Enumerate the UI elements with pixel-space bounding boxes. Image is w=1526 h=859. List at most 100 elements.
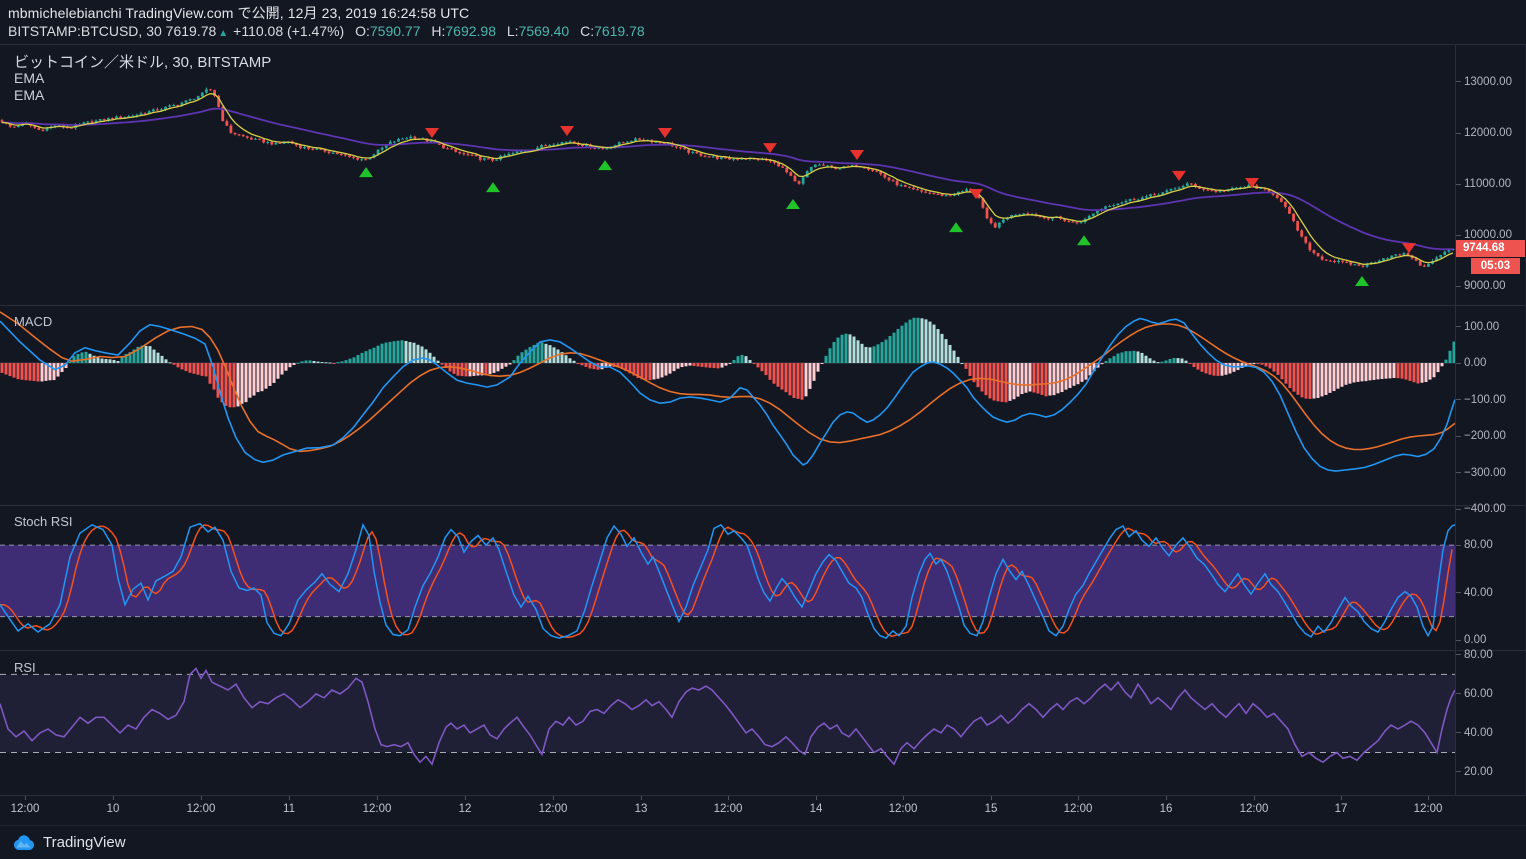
axis-label: 0.00 [1464, 634, 1487, 647]
axis-tick [1456, 285, 1461, 287]
time-label: 17 [1334, 803, 1348, 815]
publish-info: mbmichelebianchi TradingView.com で公開, 12… [8, 5, 470, 21]
low-value: 7569.40 [518, 23, 570, 39]
axis-tick [1456, 654, 1461, 656]
axis-tick [1456, 399, 1461, 401]
time-label: 12:00 [10, 803, 40, 815]
axis-label: 0.00 [1464, 357, 1487, 370]
axis-tick [1456, 472, 1461, 474]
symbol-ohlc-line: BITSTAMP:BTCUSD, 30 7619.78 ▲ +110.08 (+1.… [8, 22, 1526, 43]
axis-label: 60.00 [1464, 687, 1493, 700]
axis-tick [1456, 544, 1461, 546]
time-tick [728, 796, 729, 800]
countdown-badge: 05:03 [1471, 258, 1520, 274]
rsi-pane[interactable]: RSI [0, 650, 1455, 795]
time-label: 12:00 [1063, 803, 1093, 815]
time-tick [113, 796, 114, 800]
time-tick [903, 796, 904, 800]
buy-marker-icon [1355, 276, 1369, 287]
sell-marker-icon [969, 189, 983, 200]
time-tick [25, 796, 26, 800]
axis-tick [1456, 592, 1461, 594]
open-label: O: [355, 23, 370, 39]
rsi-line [0, 667, 1455, 766]
axis-label: −100.00 [1464, 393, 1506, 406]
time-tick [1428, 796, 1429, 800]
axis-tick [1456, 508, 1461, 510]
axis-label: 80.00 [1464, 648, 1493, 661]
time-label: 14 [809, 803, 823, 815]
stoch-k-line [0, 522, 1455, 639]
axis-label: −400.00 [1464, 503, 1506, 515]
buy-marker-icon [1077, 235, 1091, 246]
stoch-rsi-pane[interactable]: Stoch RSI [0, 505, 1455, 650]
buy-marker-icon [598, 160, 612, 171]
pane-separator[interactable] [0, 505, 1526, 506]
time-label: 12:00 [186, 803, 216, 815]
footer-bar: TradingView [0, 825, 1526, 859]
stoch-d-line [0, 524, 1453, 638]
buy-marker-icon [486, 182, 500, 193]
buy-marker-icon [786, 198, 800, 209]
axis-tick [1456, 81, 1461, 83]
pane-separator[interactable] [0, 305, 1526, 306]
rsi-label[interactable]: RSI [14, 660, 36, 675]
axis-tick [1456, 771, 1461, 773]
price-axis[interactable]: 9744.68 05:03 13000.00 12000.00 11000.00 10… [1455, 45, 1526, 795]
time-label: 11 [283, 803, 295, 815]
time-label: 10 [106, 803, 120, 815]
time-label: 12:00 [1239, 803, 1269, 815]
symbol-info: BITSTAMP:BTCUSD, 30 7619.78 [8, 23, 217, 39]
sell-marker-icon [1245, 178, 1259, 189]
time-label: 12 [458, 803, 472, 815]
stoch-rsi-label[interactable]: Stoch RSI [14, 514, 73, 529]
axis-label: 11000.00 [1464, 178, 1512, 191]
time-tick [465, 796, 466, 800]
ema-slow-line [1, 107, 1453, 251]
ema-label-1[interactable]: EMA [14, 70, 45, 86]
axis-label: 100.00 [1464, 320, 1500, 333]
price-pane[interactable]: ビットコイン／米ドル, 30, BITSTAMP EMA EMA [0, 45, 1455, 305]
time-label: 12:00 [362, 803, 392, 815]
macd-pane[interactable]: MACD [0, 305, 1455, 505]
axis-tick [1456, 435, 1461, 437]
buy-marker-icon [359, 167, 373, 178]
sell-marker-icon [425, 128, 439, 139]
axis-label: 12000.00 [1464, 127, 1512, 140]
time-tick [289, 796, 290, 800]
axis-tick [1456, 732, 1461, 734]
axis-tick [1456, 693, 1461, 695]
ema-label-2[interactable]: EMA [14, 87, 45, 103]
axis-tick [1456, 234, 1461, 236]
time-label: 15 [984, 803, 998, 815]
axis-tick [1456, 183, 1461, 185]
sell-marker-icon [763, 143, 777, 154]
axis-label: 40.00 [1464, 586, 1493, 599]
axis-label: 40.00 [1464, 726, 1493, 739]
close-label: C: [580, 23, 595, 39]
time-label: 12:00 [888, 803, 918, 815]
sell-marker-icon [850, 149, 864, 160]
close-value: 7619.78 [594, 23, 645, 39]
axis-label: −200.00 [1464, 430, 1506, 443]
axis-tick [1456, 132, 1461, 134]
last-price-badge: 9744.68 [1456, 240, 1525, 257]
time-tick [553, 796, 554, 800]
time-tick [1166, 796, 1167, 800]
time-label: 16 [1159, 803, 1173, 815]
tradingview-logo-icon[interactable] [12, 831, 36, 855]
time-tick [1254, 796, 1255, 800]
header: mbmichelebianchi TradingView.com で公開, 12… [0, 0, 1526, 45]
time-tick [641, 796, 642, 800]
sell-marker-icon [1172, 170, 1186, 181]
sell-marker-icon [658, 128, 672, 139]
time-axis[interactable]: 12:00 10 12:00 11 12:00 12 12:00 13 12:00 14 12:00… [0, 795, 1526, 825]
pane-separator[interactable] [0, 650, 1526, 651]
open-value: 7590.77 [369, 23, 421, 39]
macd-label[interactable]: MACD [14, 314, 53, 329]
macd-line [0, 317, 1455, 472]
low-label: L: [506, 23, 519, 39]
brand-name[interactable]: TradingView [43, 834, 126, 851]
axis-label: 10000.00 [1464, 229, 1512, 242]
